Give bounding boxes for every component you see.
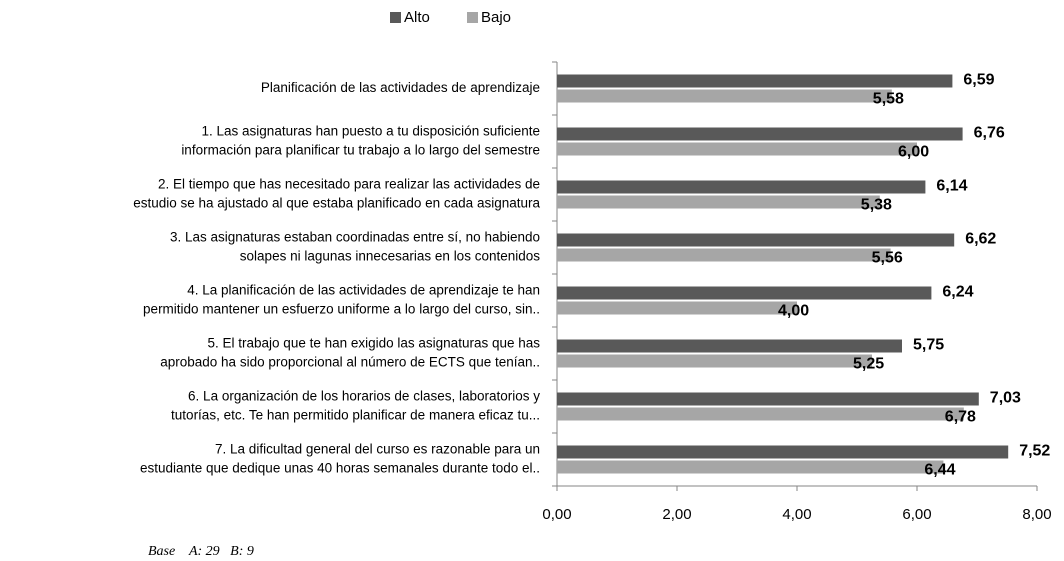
category-label: Planificación de las actividades de apre… <box>261 80 540 95</box>
value-label: 7,03 <box>990 390 1021 407</box>
legend-label: Alto <box>404 9 430 26</box>
bar <box>557 89 892 103</box>
category-label: permitido mantener un esfuerzo uniforme … <box>143 302 540 317</box>
category-label: 1. Las asignaturas han puesto a tu dispo… <box>202 124 540 139</box>
category-label: estudio se ha ajustado al que estaba pla… <box>133 196 540 211</box>
x-tick-label: 8,00 <box>1022 506 1051 523</box>
bar <box>557 354 872 368</box>
value-label: 7,52 <box>1019 443 1050 460</box>
bar <box>557 407 964 421</box>
legend-swatch <box>467 12 478 23</box>
value-label: 6,44 <box>924 462 955 479</box>
bar <box>557 392 979 406</box>
bar <box>557 233 955 247</box>
value-label: 6,76 <box>974 125 1005 142</box>
value-label: 6,78 <box>945 409 976 426</box>
category-label: estudiante que dedique unas 40 horas sem… <box>140 461 540 476</box>
bar <box>557 180 926 194</box>
bar <box>557 286 932 300</box>
x-tick-label: 0,00 <box>542 506 571 523</box>
value-label: 6,14 <box>936 178 967 195</box>
category-label: 5. El trabajo que te han exigido las asi… <box>208 336 541 351</box>
value-label: 5,38 <box>861 197 892 214</box>
category-label: información para planificar tu trabajo a… <box>181 143 540 158</box>
value-label: 5,75 <box>913 337 944 354</box>
bar <box>557 142 917 156</box>
category-label: 6. La organización de los horarios de cl… <box>188 389 540 404</box>
value-label: 6,59 <box>963 72 994 89</box>
value-label: 5,58 <box>873 91 904 108</box>
category-label: tutorías, etc. Te han permitido planific… <box>171 408 540 423</box>
value-label: 6,00 <box>898 144 929 161</box>
category-label: aprobado ha sido proporcional al número … <box>160 355 540 370</box>
bar <box>557 195 880 209</box>
x-tick-label: 2,00 <box>662 506 691 523</box>
bar <box>557 127 963 141</box>
value-label: 6,62 <box>965 231 996 248</box>
base-note: Base A: 29 B: 9 <box>148 544 254 559</box>
category-label: 7. La dificultad general del curso es ra… <box>215 442 540 457</box>
value-label: 5,25 <box>853 356 884 373</box>
bar <box>557 74 953 88</box>
category-label: 2. El tiempo que has necesitado para rea… <box>158 177 540 192</box>
category-label: 3. Las asignaturas estaban coordinadas e… <box>170 230 540 245</box>
legend-label: Bajo <box>481 9 511 26</box>
category-label: solapes ni lagunas innecesarias en los c… <box>240 249 540 264</box>
value-label: 5,56 <box>872 250 903 267</box>
bar <box>557 248 891 262</box>
value-label: 4,00 <box>778 303 809 320</box>
x-tick-label: 4,00 <box>782 506 811 523</box>
x-tick-label: 6,00 <box>902 506 931 523</box>
bar <box>557 339 902 353</box>
bar <box>557 460 944 474</box>
value-label: 6,24 <box>942 284 973 301</box>
bar <box>557 445 1009 459</box>
category-label: 4. La planificación de las actividades d… <box>187 283 540 298</box>
bar <box>557 301 797 315</box>
legend-swatch <box>390 12 401 23</box>
